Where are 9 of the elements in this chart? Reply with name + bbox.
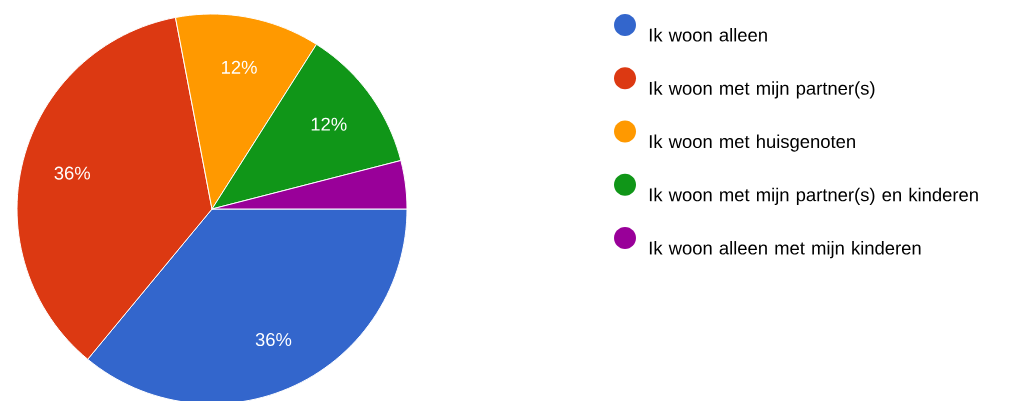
- legend-label: Ik woon alleen met mijn kinderen: [649, 241, 921, 259]
- legend-label: Ik woon met huisgenoten: [649, 134, 855, 152]
- legend-label: Ik woon met mijn partner(s): [649, 81, 875, 99]
- legend-label: Ik woon alleen: [649, 28, 767, 42]
- legend-label: Ik woon met mijn partner(s) en kinderen: [649, 187, 978, 205]
- data-label: 12%: [222, 60, 257, 74]
- data-label: 36%: [54, 166, 91, 180]
- data-label: 36%: [255, 333, 292, 347]
- data-label: 12%: [311, 117, 347, 131]
